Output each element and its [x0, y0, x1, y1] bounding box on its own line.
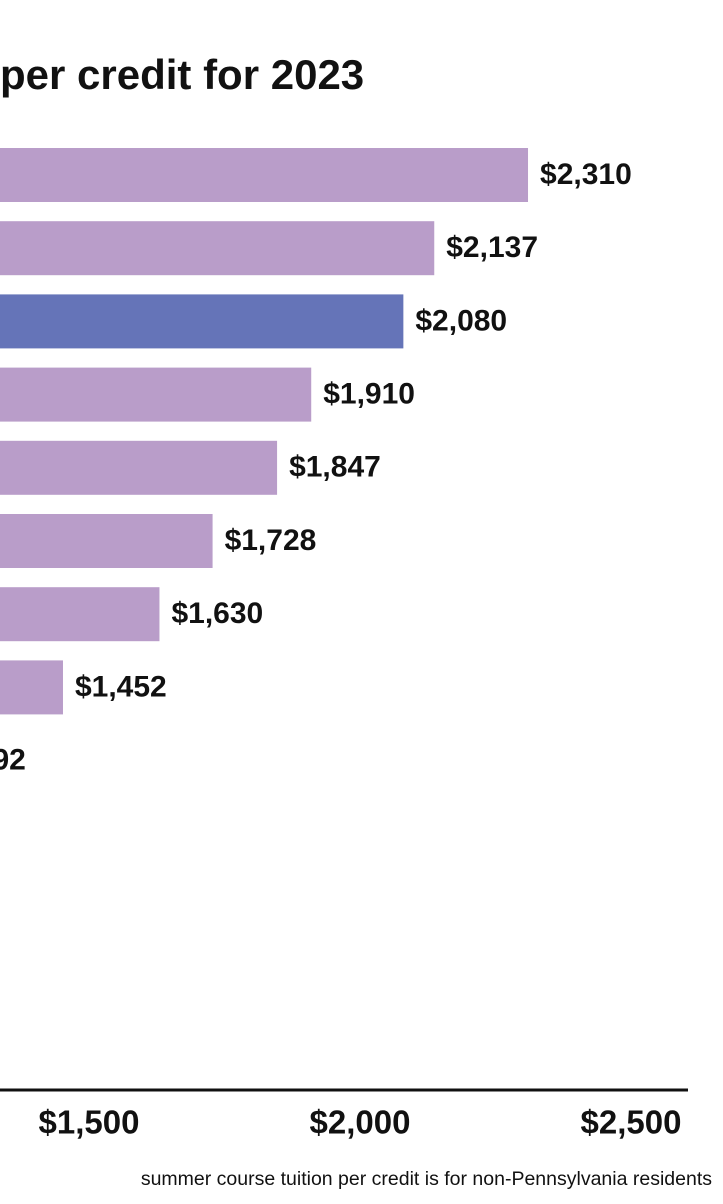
value-label: $2,310	[540, 158, 632, 191]
value-label: $1,630	[171, 597, 263, 630]
bar	[0, 367, 312, 422]
x-tick-label: $1,500	[39, 1104, 140, 1141]
value-label: $1,847	[289, 451, 381, 484]
x-tick-label: $2,000	[310, 1104, 411, 1141]
bar	[0, 660, 63, 715]
x-tick-label: $2,500	[581, 1104, 682, 1141]
bar	[0, 440, 278, 495]
bar	[0, 294, 404, 349]
chart-title: per credit for 2023	[0, 51, 364, 98]
bar	[0, 587, 160, 642]
bar	[0, 148, 529, 202]
footnote: summer course tuition per credit is for …	[141, 1168, 712, 1190]
value-label: $2,080	[415, 304, 507, 337]
value-label: $1,452	[75, 670, 167, 703]
bar	[0, 514, 213, 568]
value-label: $2,137	[446, 231, 538, 264]
bar	[0, 221, 435, 276]
value-label: $1,192	[0, 744, 26, 777]
value-label: $1,910	[323, 378, 415, 411]
value-label: $1,728	[225, 524, 317, 557]
